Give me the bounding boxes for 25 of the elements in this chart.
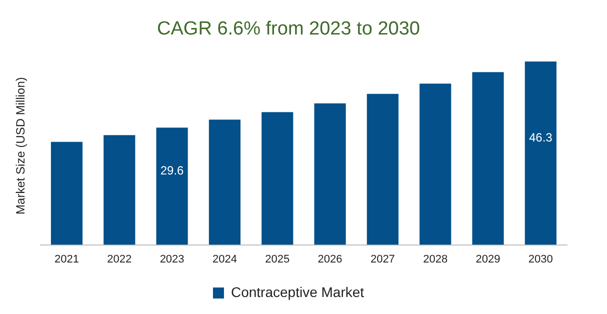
bar [524, 61, 556, 245]
x-tick-label: 2022 [107, 253, 132, 266]
x-tick-label: 2021 [54, 253, 79, 266]
bar [50, 142, 83, 245]
x-tick-label: 2025 [265, 253, 290, 266]
bar [472, 72, 504, 245]
bar [366, 94, 398, 245]
bar [104, 135, 136, 245]
bar [420, 84, 452, 245]
y-axis-title: Market Size (USD Million) [14, 77, 28, 214]
x-tick-label: 2028 [423, 253, 448, 266]
x-tick-label: 2030 [528, 253, 553, 266]
x-tick-label: 2024 [212, 253, 237, 266]
data-label: 46.3 [528, 130, 553, 144]
x-tick-label: 2026 [318, 253, 342, 266]
bar [156, 128, 188, 245]
chart-title: CAGR 6.6% from 2023 to 2030 [157, 18, 420, 40]
legend-label: Contraceptive Market [230, 284, 364, 300]
bar [262, 112, 294, 245]
x-tick-label: 2027 [370, 253, 395, 266]
x-tick-label: 2029 [476, 253, 500, 266]
x-tick-label: 2023 [160, 253, 184, 266]
bar [208, 120, 241, 245]
bar [314, 103, 346, 245]
data-label: 29.6 [160, 164, 184, 178]
